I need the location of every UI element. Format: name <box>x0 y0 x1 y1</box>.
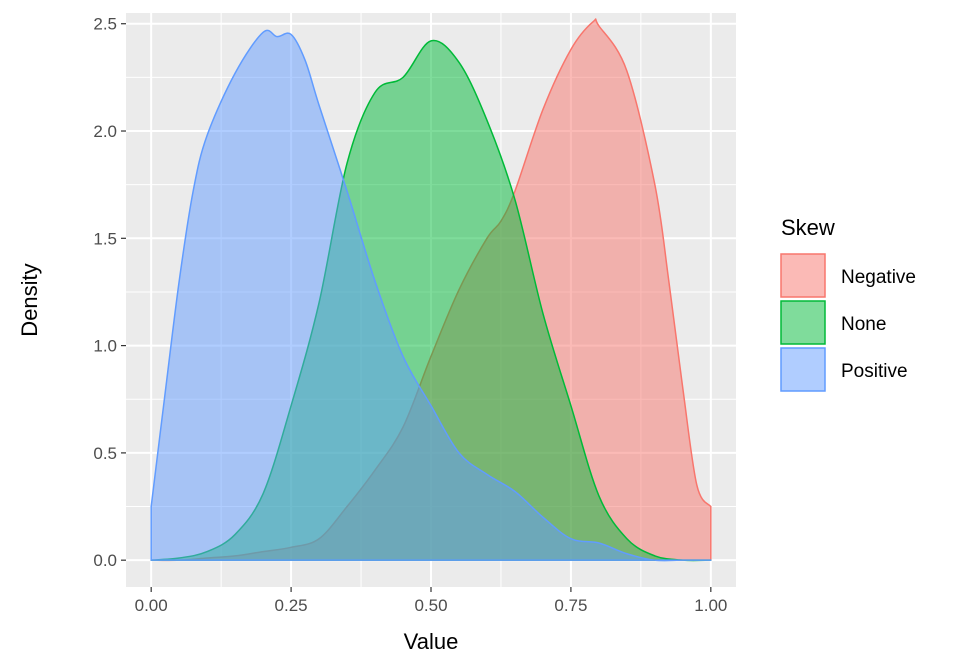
y-tick-label: 0.5 <box>93 444 117 463</box>
legend-key-negative <box>780 253 826 298</box>
density-areas <box>150 18 712 562</box>
y-axis-ticks: 0.0 0.5 1.0 1.5 2.0 2.5 <box>93 15 126 570</box>
legend-title: Skew <box>781 215 835 240</box>
x-tick-label: 1.00 <box>694 596 727 615</box>
y-tick-label: 2.0 <box>93 122 117 141</box>
x-axis-title: Value <box>404 629 459 654</box>
x-tick-label: 0.50 <box>414 596 447 615</box>
x-axis-ticks: 0.00 0.25 0.50 0.75 1.00 <box>135 587 727 615</box>
legend-label-none: None <box>841 314 886 335</box>
legend-label-positive: Positive <box>841 361 908 382</box>
y-tick-label: 1.5 <box>93 229 117 248</box>
y-axis-title: Density <box>17 263 42 336</box>
legend-key-none <box>780 300 826 345</box>
x-tick-label: 0.25 <box>275 596 308 615</box>
x-tick-label: 0.00 <box>135 596 168 615</box>
y-tick-label: 0.0 <box>93 551 117 570</box>
density-area-positive <box>150 29 712 562</box>
legend-key-positive <box>780 347 826 392</box>
legend-label-negative: Negative <box>841 267 916 288</box>
y-tick-label: 1.0 <box>93 337 117 356</box>
legend: Skew Negative None Positive <box>780 215 916 392</box>
y-tick-label: 2.5 <box>93 15 117 34</box>
x-tick-label: 0.75 <box>554 596 587 615</box>
